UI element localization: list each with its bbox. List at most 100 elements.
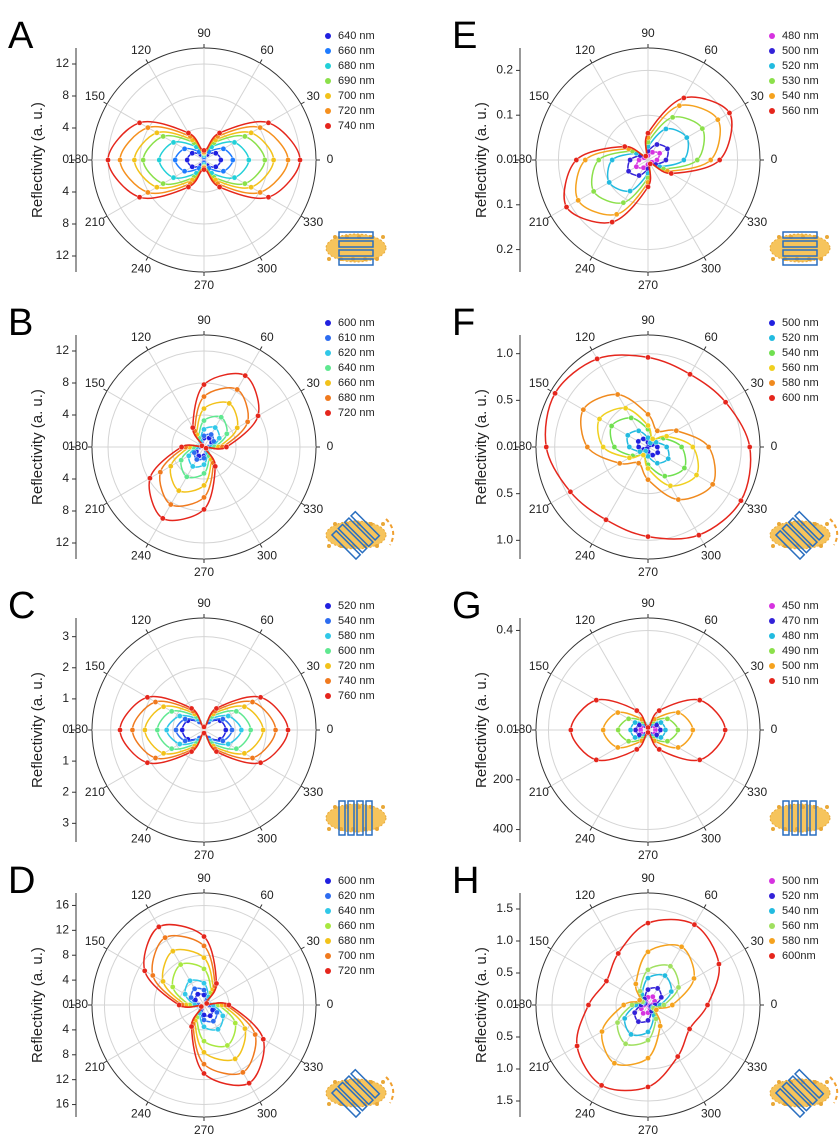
data-point xyxy=(257,124,263,131)
spoke xyxy=(550,673,649,731)
angle-label: 210 xyxy=(529,1060,549,1074)
data-point xyxy=(645,465,651,472)
angle-tick xyxy=(259,1101,263,1106)
rotation-arrow xyxy=(385,1076,395,1104)
data-point xyxy=(609,157,615,163)
data-point xyxy=(636,172,642,179)
y-tick-label: 12 xyxy=(56,248,70,262)
data-point xyxy=(663,126,669,132)
y-tick-label: 1 xyxy=(62,691,69,705)
data-point xyxy=(663,157,669,163)
spoke xyxy=(550,1004,649,1062)
data-point xyxy=(613,211,620,218)
y-tick-label: 12 xyxy=(56,535,70,549)
data-point xyxy=(229,727,235,733)
legend-label: 580 nm xyxy=(782,377,819,389)
substrate xyxy=(769,803,831,833)
legend-marker xyxy=(325,350,331,356)
data-point xyxy=(669,114,676,121)
angle-tick xyxy=(103,215,108,219)
data-point xyxy=(201,147,207,154)
angle-label: 300 xyxy=(701,831,721,845)
data-point xyxy=(645,1084,651,1090)
y-tick-label: 1.0 xyxy=(496,1061,513,1075)
angle-tick xyxy=(547,1060,552,1064)
angle-label: 270 xyxy=(194,565,214,579)
data-point xyxy=(154,129,160,136)
data-point xyxy=(661,1002,667,1008)
data-point xyxy=(675,709,681,716)
data-point xyxy=(675,496,682,503)
angle-tick xyxy=(703,256,707,261)
data-point xyxy=(163,727,170,733)
data-point xyxy=(658,719,664,726)
data-point xyxy=(608,423,615,429)
y-tick-label: 1 xyxy=(62,753,69,767)
data-point xyxy=(598,1082,605,1089)
data-point xyxy=(621,143,628,150)
panel: 0 30 60 90 120 150 180 210 240 270 300 330 0 4 8 12 4 8 12… xyxy=(8,15,387,292)
grating-bar xyxy=(347,800,355,836)
particle xyxy=(771,1102,775,1106)
angle-tick xyxy=(259,256,263,261)
angle-label: 120 xyxy=(575,613,595,627)
data-point xyxy=(649,452,656,458)
data-point xyxy=(201,393,207,400)
legend-marker xyxy=(769,878,775,884)
data-point xyxy=(181,168,188,174)
data-point xyxy=(609,219,615,225)
data-point xyxy=(238,727,245,733)
data-point xyxy=(170,174,177,181)
angle-label: 240 xyxy=(575,261,595,275)
angle-tick xyxy=(703,826,707,831)
data-point xyxy=(690,444,696,450)
grating-bar xyxy=(337,1081,368,1112)
data-point xyxy=(225,713,232,719)
data-point xyxy=(676,102,683,109)
angle-label: 330 xyxy=(303,785,323,799)
data-point xyxy=(654,449,661,456)
grating-bar xyxy=(343,1074,375,1106)
data-point xyxy=(687,371,693,378)
legend-marker xyxy=(769,320,775,326)
data-point xyxy=(145,189,151,196)
data-point xyxy=(145,124,151,131)
legend-marker xyxy=(769,953,775,959)
data-point xyxy=(637,448,643,455)
legend-marker xyxy=(325,908,331,914)
data-point xyxy=(176,741,183,747)
data-point xyxy=(678,444,685,450)
legend-label: 500 nm xyxy=(782,660,819,672)
panel: 0 30 60 90 120 150 180 210 240 270 300 330 0 1 2 3 1 2 3 Re… xyxy=(8,585,387,862)
data-point xyxy=(667,963,674,970)
data-point xyxy=(187,977,193,984)
y-tick-label: 2 xyxy=(62,660,69,674)
angle-label: 0 xyxy=(771,722,778,736)
legend-label: 480 nm xyxy=(782,630,819,642)
data-point xyxy=(140,157,146,163)
legend-label: 560 nm xyxy=(782,105,819,117)
angle-tick xyxy=(103,388,108,392)
data-point xyxy=(662,473,668,479)
spoke xyxy=(647,948,746,1006)
angle-label: 0 xyxy=(771,152,778,166)
data-point xyxy=(201,1070,207,1077)
data-point xyxy=(552,390,558,397)
particle xyxy=(777,805,781,809)
angle-label: 180 xyxy=(512,152,532,166)
angle-tick xyxy=(259,59,263,64)
angle-label: 180 xyxy=(68,722,88,736)
angle-label: 120 xyxy=(575,330,595,344)
angle-label: 120 xyxy=(131,43,151,57)
data-point xyxy=(635,460,642,466)
angle-label: 90 xyxy=(197,596,211,610)
legend-label: 660 nm xyxy=(338,377,375,389)
data-point xyxy=(224,430,230,437)
angle-tick xyxy=(589,346,593,351)
legend-label: 620 nm xyxy=(338,890,375,902)
y-tick-label: 0.0 xyxy=(496,722,513,736)
angle-tick xyxy=(103,785,108,789)
panel: 0 30 60 90 120 150 180 210 240 270 300 330 0 4 8 12 4 8 12… xyxy=(8,302,395,579)
legend-marker xyxy=(325,878,331,884)
